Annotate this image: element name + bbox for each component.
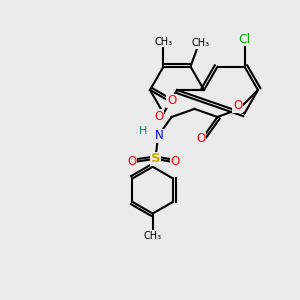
Text: CH₃: CH₃ [192,38,210,48]
Text: S: S [151,152,160,165]
Text: O: O [196,132,206,146]
Text: O: O [233,99,242,112]
Text: H: H [139,125,148,136]
Text: N: N [155,129,164,142]
Text: O: O [167,94,176,107]
Text: CH₃: CH₃ [144,231,162,241]
Text: O: O [128,155,136,168]
Text: CH₃: CH₃ [154,37,172,47]
Text: Cl: Cl [238,33,250,46]
Text: O: O [154,110,164,123]
Text: O: O [170,155,179,168]
